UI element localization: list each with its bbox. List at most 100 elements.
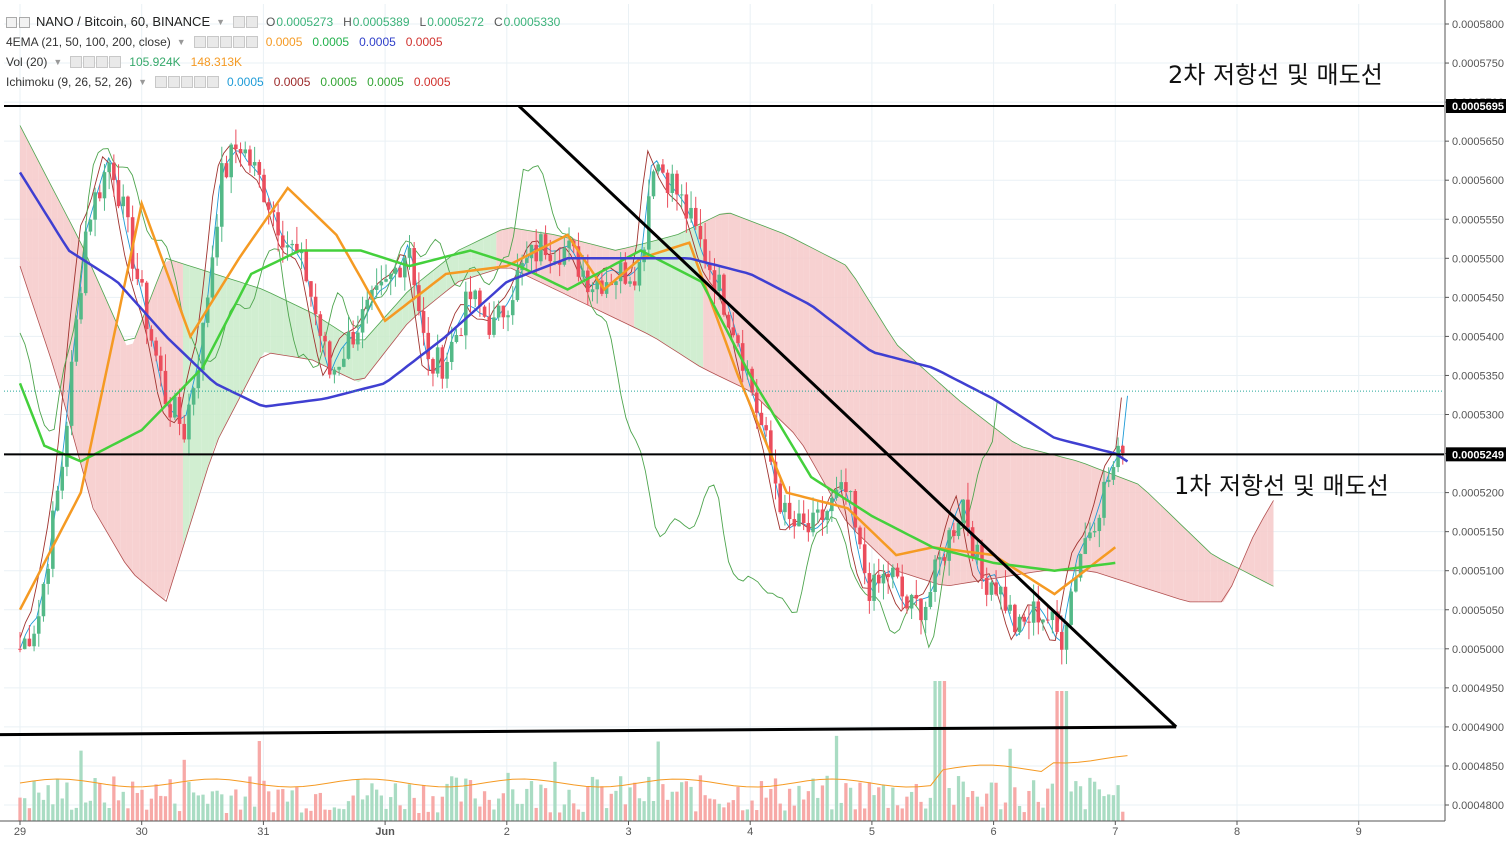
- volume-bar: [154, 784, 158, 821]
- gear-icon[interactable]: [168, 76, 180, 88]
- volume-bar: [267, 791, 271, 821]
- volume-bar: [722, 807, 726, 821]
- settings-icon[interactable]: [233, 16, 246, 28]
- cloud-segment: [477, 238, 484, 276]
- flag-icon[interactable]: [19, 16, 30, 28]
- candle-body: [496, 305, 501, 318]
- candle-body: [1027, 621, 1031, 623]
- candle-body: [459, 335, 463, 337]
- eye-icon[interactable]: [70, 56, 83, 68]
- volume-bar: [393, 783, 398, 821]
- volume-bar: [684, 781, 689, 821]
- cloud-segment: [245, 283, 252, 387]
- cloud-segment: [220, 275, 227, 435]
- volume-bar: [51, 804, 55, 821]
- candle-body: [201, 322, 205, 371]
- high-label: H: [343, 15, 352, 29]
- volume-bar: [1107, 794, 1111, 821]
- cloud-segment: [665, 236, 672, 349]
- candle-body: [942, 557, 947, 561]
- close-icon[interactable]: [207, 76, 219, 88]
- cloud-segment: [352, 338, 359, 383]
- candle-body: [440, 347, 445, 379]
- volume-bar: [252, 806, 257, 821]
- candle-body: [534, 244, 538, 262]
- volume-bar: [1046, 788, 1050, 821]
- more-icon[interactable]: [96, 56, 109, 68]
- candle-body: [937, 557, 942, 560]
- gear-icon[interactable]: [83, 56, 96, 68]
- symbol-title[interactable]: NANO / Bitcoin, 60, BINANCE: [36, 14, 211, 29]
- candle-body: [356, 332, 360, 345]
- eye-icon[interactable]: [155, 76, 167, 88]
- candle-body: [351, 331, 355, 345]
- volume-bar: [1102, 796, 1106, 821]
- candle-body: [839, 482, 844, 490]
- eye-icon[interactable]: [193, 36, 206, 48]
- more-icon[interactable]: [232, 36, 245, 48]
- collapse-icon[interactable]: [6, 16, 17, 28]
- cloud-segment: [1210, 553, 1218, 602]
- volume-bar: [257, 741, 261, 821]
- volume-bar: [1064, 691, 1069, 821]
- volume-bar: [787, 788, 792, 821]
- close-icon[interactable]: [109, 56, 122, 68]
- candle-body: [637, 262, 642, 286]
- ichimoku-value-4: 0.0005: [367, 75, 404, 89]
- second-resistance-annotation: 2차 저항선 및 매도선: [1168, 61, 1383, 89]
- source-icon[interactable]: [181, 76, 193, 88]
- ichimoku-name[interactable]: Ichimoku (9, 26, 52, 26): [6, 75, 133, 89]
- volume-bar: [323, 809, 327, 821]
- more-icon[interactable]: [194, 76, 206, 88]
- candle-body: [975, 544, 980, 558]
- candle-body: [923, 606, 928, 621]
- candle-body: [590, 289, 595, 293]
- volume-bar: [736, 786, 740, 821]
- candle-body: [468, 291, 473, 300]
- cloud-segment: [1116, 476, 1124, 582]
- volume-bar: [173, 803, 177, 821]
- volume-bar: [989, 782, 994, 821]
- vol-legend-row: Vol (20) ▼ 105.924K 148.313K: [6, 52, 570, 72]
- cloud-segment: [139, 311, 146, 585]
- volume-bar: [149, 798, 154, 821]
- candle-body: [426, 332, 431, 360]
- ema-value-1: 0.0005: [265, 35, 303, 49]
- volume-bar: [642, 801, 646, 821]
- ema-name[interactable]: 4EMA (21, 50, 100, 200, close): [6, 35, 171, 49]
- candle-body: [909, 594, 914, 609]
- source-icon[interactable]: [219, 36, 232, 48]
- close-icon[interactable]: [245, 36, 258, 48]
- gear-icon[interactable]: [246, 16, 259, 28]
- cloud-segment: [1047, 453, 1055, 571]
- vol-name[interactable]: Vol (20): [6, 55, 48, 69]
- candle-body: [698, 225, 703, 240]
- candle-body: [1102, 481, 1106, 518]
- volume-bar: [750, 800, 754, 821]
- volume-bar: [126, 808, 130, 821]
- candle-body: [1008, 604, 1012, 611]
- volume-bar: [145, 809, 149, 821]
- volume-bar: [905, 796, 909, 821]
- chevron-down-icon[interactable]: ▼: [176, 37, 186, 47]
- price-tick-label: 0.0005300: [1452, 410, 1504, 422]
- cloud-segment: [1010, 439, 1017, 576]
- candle-body: [792, 519, 797, 527]
- volume-bar: [342, 809, 346, 821]
- cloud-segment: [452, 250, 459, 287]
- candle-body: [773, 461, 778, 484]
- chevron-down-icon[interactable]: ▼: [138, 77, 147, 87]
- volume-bar: [759, 781, 764, 821]
- chevron-down-icon[interactable]: ▼: [53, 57, 63, 67]
- gear-icon[interactable]: [206, 36, 219, 48]
- volume-bar: [220, 794, 224, 821]
- candle-body: [661, 164, 665, 173]
- cloud-segment: [157, 263, 165, 601]
- cloud-segment: [289, 302, 296, 358]
- chevron-down-icon[interactable]: ▼: [216, 17, 226, 27]
- cloud-segment: [483, 235, 491, 274]
- volume-bar: [576, 809, 581, 821]
- volume-bar: [32, 780, 36, 821]
- volume-bar: [135, 792, 139, 821]
